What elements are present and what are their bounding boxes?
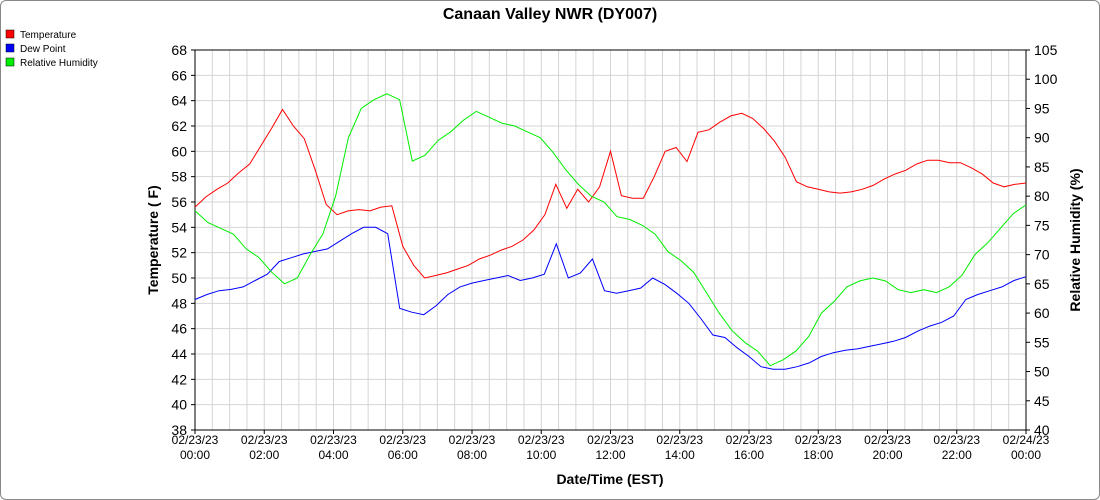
series-line-relative-humidity [194,93,1027,367]
left-tick-label: 52 [171,245,187,261]
right-tick-label: 80 [1034,188,1050,204]
right-tick-label: 105 [1034,42,1058,58]
x-tick-date: 02/23/23 [379,433,426,447]
left-tick-label: 60 [171,143,187,159]
x-tick-time: 04:00 [318,448,348,462]
x-tick-date: 02/23/23 [241,433,288,447]
left-tick-label: 42 [171,371,187,387]
x-tick-date: 02/23/23 [795,433,842,447]
right-tick-label: 55 [1034,334,1050,350]
x-tick-date: 02/23/23 [656,433,703,447]
x-tick-time: 02:00 [249,448,279,462]
legend-swatch-temperature [5,29,15,39]
x-tick-date: 02/23/23 [172,433,219,447]
right-tick-label: 75 [1034,217,1050,233]
right-tick-label: 85 [1034,159,1050,175]
left-axis-ticks: 38 40 42 44 46 48 50 52 54 56 58 60 62 64 66 68 [171,42,195,438]
x-tick-time: 06:00 [388,448,418,462]
legend-label-dew-point: Dew Point [20,44,66,55]
chart-title: Canaan Valley NWR (DY007) [443,6,657,23]
legend-label-relative-humidity: Relative Humidity [20,58,98,69]
left-tick-label: 64 [171,93,187,109]
right-tick-label: 90 [1034,130,1050,146]
left-tick-label: 68 [171,42,187,58]
x-tick-time: 12:00 [595,448,625,462]
left-tick-label: 56 [171,194,187,210]
x-tick-time: 00:00 [180,448,210,462]
x-tick-date: 02/23/23 [518,433,565,447]
left-tick-label: 38 [171,422,187,438]
x-tick-date: 02/23/23 [933,433,980,447]
x-tick-time: 08:00 [457,448,487,462]
x-tick-date: 02/24/23 [1003,433,1050,447]
x-axis-label: Date/Time (EST) [556,471,663,487]
left-tick-label: 46 [171,321,187,337]
x-tick-date: 02/23/23 [864,433,911,447]
x-tick-date: 02/23/23 [449,433,496,447]
right-tick-label: 65 [1034,276,1050,292]
x-tick-time: 16:00 [734,448,764,462]
legend: Temperature Dew Point Relative Humidity [5,29,98,69]
left-tick-label: 58 [171,169,187,185]
series-line-dew-point [194,226,1027,370]
x-axis-ticks: 02/23/2300:0002/23/2302:0002/23/2304:000… [172,430,1050,462]
x-tick-time: 22:00 [942,448,972,462]
left-tick-label: 54 [171,219,187,235]
right-axis-ticks: 40 45 50 55 60 65 70 75 80 85 90 95 100 105 [1026,42,1058,438]
left-tick-label: 44 [171,346,187,362]
right-tick-label: 100 [1034,71,1058,87]
series-layer [194,93,1027,370]
x-tick-date: 02/23/23 [310,433,357,447]
right-tick-label: 40 [1034,422,1050,438]
y-axis-right-label: Relative Humidity (%) [1067,168,1083,311]
left-tick-label: 62 [171,118,187,134]
right-tick-label: 95 [1034,100,1050,116]
left-tick-label: 40 [171,397,187,413]
legend-swatch-dew-point [5,43,15,53]
right-tick-label: 70 [1034,247,1050,263]
x-tick-time: 00:00 [1011,448,1041,462]
x-tick-time: 20:00 [872,448,902,462]
right-tick-label: 60 [1034,305,1050,321]
x-tick-time: 18:00 [803,448,833,462]
series-line-temperature [194,108,1027,279]
x-tick-time: 10:00 [526,448,556,462]
left-tick-label: 66 [171,67,187,83]
right-tick-label: 45 [1034,393,1050,409]
right-tick-label: 50 [1034,364,1050,380]
x-tick-time: 14:00 [665,448,695,462]
x-tick-date: 02/23/23 [587,433,634,447]
left-tick-label: 48 [171,295,187,311]
y-axis-left-label: Temperature ( F) [145,185,161,294]
legend-swatch-relative-humidity [5,57,15,67]
x-tick-date: 02/23/23 [726,433,773,447]
left-tick-label: 50 [171,270,187,286]
legend-label-temperature: Temperature [20,30,77,41]
